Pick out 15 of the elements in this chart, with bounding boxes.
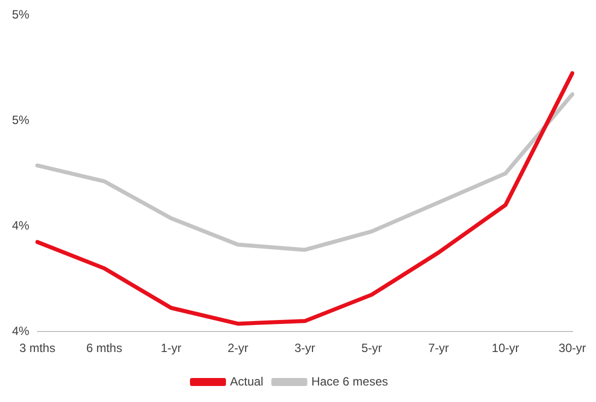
- y-tick-label: 4%: [12, 324, 30, 338]
- x-tick-label: 5-yr: [361, 341, 382, 356]
- x-tick-label: 30-yr: [558, 341, 586, 356]
- legend-label: Hace 6 meses: [311, 374, 388, 388]
- y-tick-label: 4%: [12, 218, 30, 232]
- x-tick-label: 2-yr: [228, 341, 248, 356]
- y-tick-label: 5%: [12, 112, 30, 127]
- x-tick-label: 7-yr: [428, 341, 449, 356]
- legend-label: Actual: [230, 374, 264, 388]
- x-tick-label: 10-yr: [492, 341, 520, 356]
- x-tick-label: 6 mths: [86, 341, 122, 356]
- y-tick-label: 5%: [12, 8, 30, 22]
- x-tick-label: 3 mths: [19, 341, 56, 356]
- x-tick-label: 1-yr: [160, 341, 182, 356]
- x-tick-label: 3-yr: [294, 341, 316, 356]
